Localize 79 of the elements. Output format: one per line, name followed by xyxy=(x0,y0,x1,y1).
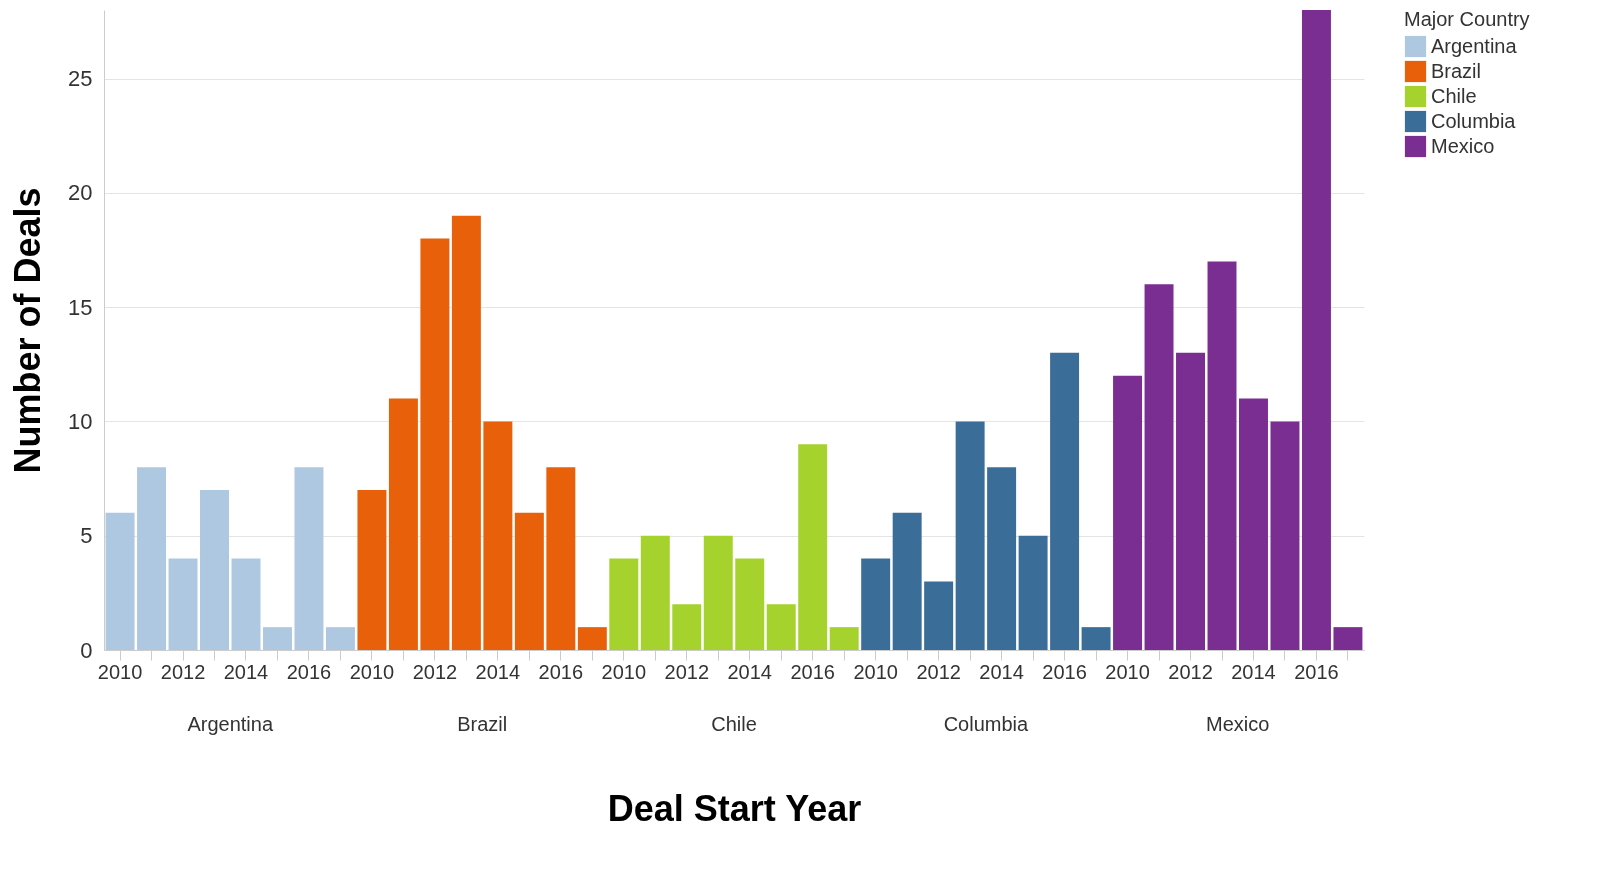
bar xyxy=(735,558,765,650)
bar xyxy=(451,215,481,650)
legend-label: Chile xyxy=(1431,84,1477,107)
bar xyxy=(1270,421,1300,650)
x-tick-label: 2012 xyxy=(1168,660,1213,683)
bar xyxy=(766,604,796,650)
bar xyxy=(892,512,922,650)
bar xyxy=(137,467,167,650)
y-axis-title: Number of Deals xyxy=(7,187,49,474)
x-tick-label: 2016 xyxy=(286,660,332,683)
bar xyxy=(703,535,733,650)
bar xyxy=(1081,627,1111,650)
bar xyxy=(577,627,607,650)
bar xyxy=(546,467,576,650)
x-tick-label: 2010 xyxy=(349,660,395,683)
text: Brazil xyxy=(457,713,508,735)
bar xyxy=(388,398,418,650)
y-tick-label: 10 xyxy=(68,408,93,434)
x-tick-label: 2014 xyxy=(727,660,772,683)
bar xyxy=(1176,352,1205,650)
text: Mexico xyxy=(1206,713,1270,735)
y-tick-label: 15 xyxy=(68,294,93,320)
x-tick-label: 2016 xyxy=(790,660,835,683)
legend-label: Argentina xyxy=(1431,34,1518,57)
x-tick-label: 2010 xyxy=(853,660,898,683)
bar xyxy=(1113,375,1143,650)
x-tick-label: 2012 xyxy=(916,660,961,683)
text: Chile xyxy=(711,713,757,735)
bar xyxy=(829,627,859,650)
x-tick-label: 2014 xyxy=(979,660,1024,683)
y-tick-label: 20 xyxy=(68,180,93,206)
bar xyxy=(420,238,450,650)
x-tick-label: 2012 xyxy=(664,660,710,683)
bar xyxy=(200,490,229,650)
x-tick-label: 2014 xyxy=(475,660,521,683)
bar xyxy=(168,558,198,650)
bar xyxy=(1207,261,1237,650)
bar xyxy=(1239,398,1268,650)
bar xyxy=(955,421,985,650)
x-tick-label: 2010 xyxy=(97,660,143,683)
legend-label: Brazil xyxy=(1431,59,1482,82)
bar xyxy=(231,558,261,650)
bar xyxy=(1018,535,1048,650)
bar xyxy=(483,421,513,650)
x-tick-label: 2014 xyxy=(223,660,269,683)
x-tick-label: 2016 xyxy=(1294,660,1339,683)
bar xyxy=(105,512,135,650)
bar xyxy=(1144,284,1174,650)
y-tick-label: 5 xyxy=(80,523,93,549)
bar xyxy=(357,490,387,650)
x-tick-label: 2016 xyxy=(538,660,584,683)
bar xyxy=(325,627,355,650)
text: Columbia xyxy=(943,713,1029,735)
x-axis-title: Deal Start Year xyxy=(607,787,862,829)
x-tick-label: 2010 xyxy=(601,660,647,683)
x-tick-label: 2014 xyxy=(1231,660,1276,683)
y-tick-label: 0 xyxy=(80,637,93,663)
bar xyxy=(1333,627,1363,650)
bar xyxy=(514,512,544,650)
bar xyxy=(609,558,639,650)
bar xyxy=(263,627,292,650)
x-tick-label: 2016 xyxy=(1042,660,1087,683)
bar xyxy=(987,467,1017,650)
legend-label: Columbia xyxy=(1431,109,1517,132)
bar xyxy=(924,581,954,650)
legend-label: Mexico xyxy=(1431,134,1495,157)
bar xyxy=(672,604,702,650)
text: Argentina xyxy=(187,713,274,735)
bar xyxy=(1050,352,1080,650)
bar xyxy=(798,444,828,650)
bar xyxy=(294,467,324,650)
x-tick-label: 2010 xyxy=(1105,660,1150,683)
bar xyxy=(861,558,891,650)
y-tick-label: 25 xyxy=(68,66,93,92)
x-tick-label: 2012 xyxy=(160,660,206,683)
legend-title: Major Country xyxy=(1404,8,1530,30)
bar xyxy=(640,535,670,650)
x-tick-label: 2012 xyxy=(412,660,458,683)
bar xyxy=(1301,10,1331,650)
